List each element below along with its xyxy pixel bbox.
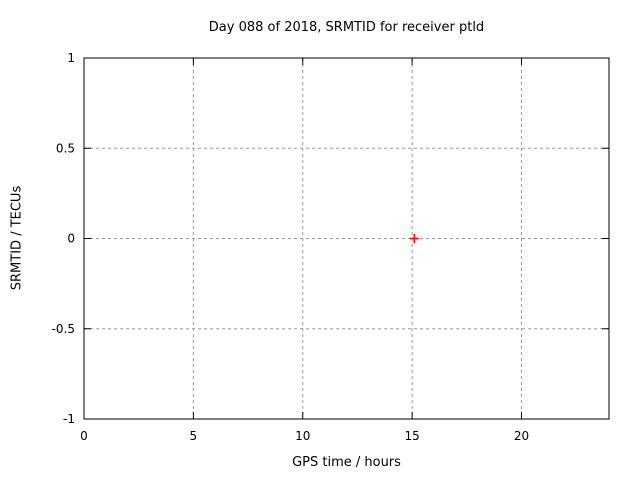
y-tick-label: 0.5 xyxy=(56,141,75,155)
y-tick-label: 1 xyxy=(67,51,75,65)
chart-title: Day 088 of 2018, SRMTID for receiver ptl… xyxy=(208,20,485,35)
x-tick-label: 10 xyxy=(295,429,310,443)
y-tick-label: -0.5 xyxy=(52,322,75,336)
x-tick-label: 0 xyxy=(80,429,88,443)
x-axis-label: GPS time / hours xyxy=(292,455,401,470)
x-tick-label: 5 xyxy=(190,429,198,443)
x-tick-label: 20 xyxy=(514,429,529,443)
y-tick-label: 0 xyxy=(67,232,75,246)
y-tick-label: -1 xyxy=(63,412,75,426)
x-tick-label: 15 xyxy=(404,429,419,443)
